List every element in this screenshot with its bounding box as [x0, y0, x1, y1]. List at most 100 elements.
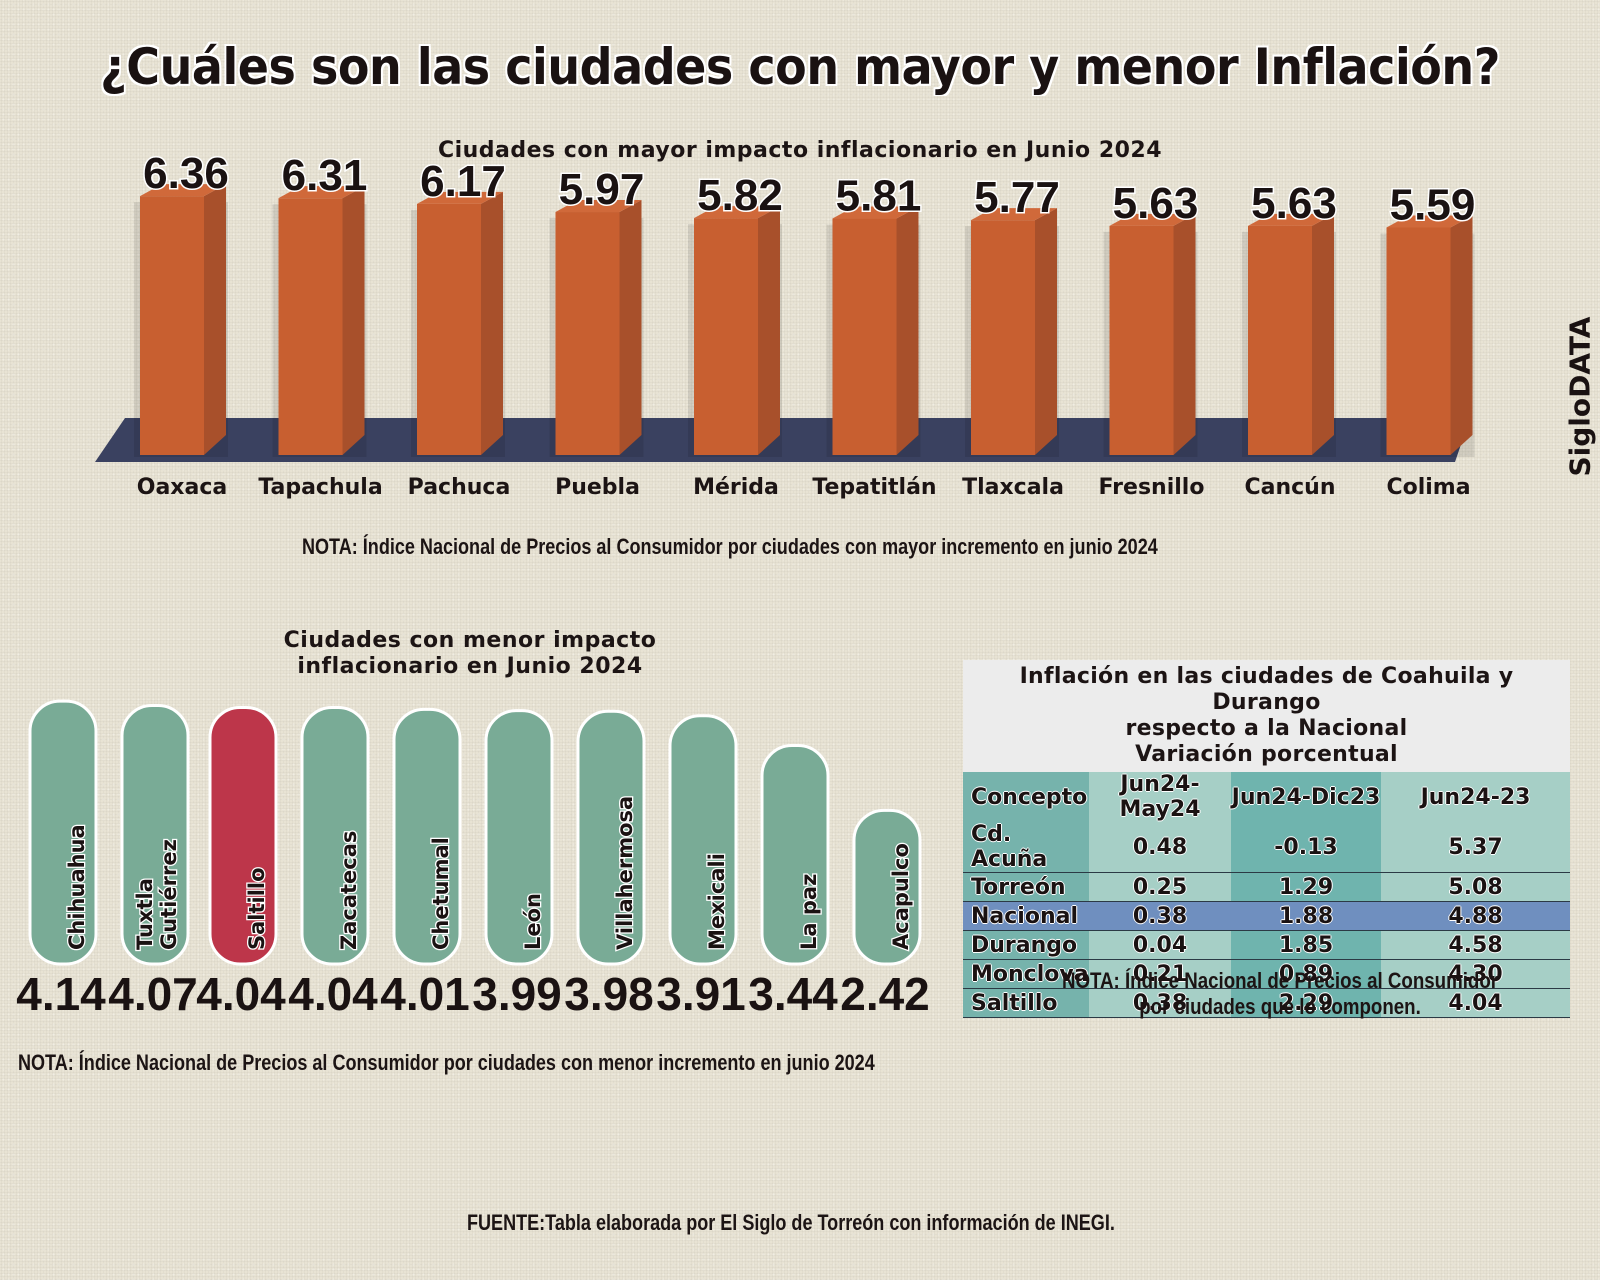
bar-side	[1312, 213, 1334, 455]
bar-top	[555, 200, 642, 213]
table-row-highlight: Nacional 0.38 1.88 4.88	[963, 901, 1570, 931]
pill-bar	[208, 705, 278, 966]
pill-group: Tuxtla Gutiérrez 4.07	[108, 704, 198, 1020]
pill-value-label: 3.98	[564, 968, 654, 1020]
category-label: Cancún	[1244, 475, 1335, 500]
bar-group: 5.82 Mérida	[688, 170, 784, 500]
table-row: Cd. Acuña 0.48 -0.13 5.37	[963, 822, 1570, 873]
pill-bar	[760, 744, 830, 966]
pill-bar	[300, 705, 370, 966]
table-header-row: Concepto Jun24-May24 Jun24-Dic23 Jun24-2…	[963, 772, 1570, 822]
table-cell: 0.21	[1089, 959, 1231, 989]
bar-top	[832, 206, 919, 219]
bar-top	[417, 191, 503, 204]
table-cell: 0.89	[1231, 959, 1381, 989]
bottom-chart-note: NOTA: Índice Nacional de Precios al Cons…	[18, 1050, 875, 1075]
bar	[1248, 225, 1312, 455]
table-note: NOTA: Índice Nacional de Precios al Cons…	[1042, 968, 1518, 1020]
table-cell: 0.38	[1089, 901, 1231, 931]
bar-side	[342, 186, 365, 456]
bar-group: 5.81 Tepatitlán	[812, 170, 936, 500]
category-label: Colima	[1386, 475, 1470, 500]
bar-side	[1173, 213, 1196, 455]
pill-group: Saltillo 4.04	[196, 705, 286, 1020]
bar-side	[619, 200, 642, 455]
bar-group: 5.77 Tlaxcala	[962, 172, 1064, 500]
table-cell: 0.25	[1089, 872, 1231, 902]
table-row: Monclova 0.21 0.89 4.30	[963, 959, 1570, 989]
pill-category-label: Acapulco	[889, 843, 913, 950]
bar-value-label: 5.63	[1251, 179, 1337, 228]
bar	[555, 212, 620, 455]
bar-side	[204, 184, 226, 455]
pill-value-label: 4.04	[288, 968, 378, 1020]
bar-side	[481, 191, 503, 456]
bar-group: 6.31 Tapachula	[258, 150, 382, 500]
category-label: Fresnillo	[1099, 475, 1205, 500]
pill-bar	[668, 714, 738, 966]
category-label: Oaxaca	[137, 475, 227, 500]
bar-side	[896, 206, 919, 455]
category-label: Puebla	[555, 475, 640, 500]
pill-category-label: León	[521, 893, 545, 950]
bar-value-label: 5.77	[974, 173, 1060, 222]
bar-top	[278, 186, 365, 199]
pill-value-label: 4.04	[196, 968, 286, 1020]
pill-bar	[484, 709, 554, 966]
table-cell: 5.08	[1381, 872, 1570, 902]
table-title: Inflación en las ciudades de Coahuila y …	[963, 660, 1570, 772]
inflation-table: Concepto Jun24-May24 Jun24-Dic23 Jun24-2…	[963, 772, 1570, 1018]
bar	[278, 198, 343, 456]
table-cell: 1.85	[1231, 930, 1381, 960]
category-label: Tlaxcala	[962, 475, 1064, 500]
table-cell: 5.37	[1381, 822, 1570, 873]
category-label: Mérida	[693, 475, 779, 500]
bar	[832, 218, 897, 455]
pill-category-label: Chihuahua	[65, 824, 89, 950]
bar-value-label: 5.97	[559, 165, 645, 214]
bar-top	[140, 184, 226, 197]
bar-value-label: 5.82	[697, 171, 783, 220]
row-label: Monclova	[963, 959, 1089, 989]
bar-side	[1450, 215, 1473, 455]
table-cell: 0.04	[1089, 930, 1231, 960]
row-label: Saltillo	[963, 988, 1089, 1018]
pill-bar	[852, 808, 922, 966]
pill-value-label: 3.99	[472, 968, 562, 1020]
pill-group: Zacatecas 4.04	[288, 705, 378, 1020]
table-cell: 4.58	[1381, 930, 1570, 960]
table-title-line-2: respecto a la Nacional	[1125, 716, 1408, 741]
pill-group: Villahermosa 3.98	[564, 709, 654, 1020]
table-row: Torreón 0.25 1.29 5.08	[963, 872, 1570, 902]
category-label: Pachuca	[408, 475, 511, 500]
table-row: Durango 0.04 1.85 4.58	[963, 930, 1570, 960]
bar-top	[971, 208, 1057, 221]
bar	[694, 218, 758, 455]
bar	[1386, 227, 1451, 455]
bar-group: 5.59 Colima	[1380, 179, 1477, 500]
pill-category-label: Villahermosa	[613, 796, 637, 950]
table-cell: 4.30	[1381, 959, 1570, 989]
pill-category-label: Gutiérrez	[157, 839, 181, 950]
pill-value-label: 3.44	[748, 968, 838, 1020]
table-cell: 1.29	[1231, 872, 1381, 902]
column-header: Concepto	[963, 772, 1089, 822]
bar-value-label: 5.63	[1113, 179, 1199, 228]
bar	[1109, 225, 1174, 455]
top-chart-title: Ciudades con mayor impacto inflacionario…	[437, 138, 1163, 163]
table-title-line-1: Inflación en las ciudades de Coahuila y …	[1019, 664, 1514, 715]
row-label: Torreón	[963, 872, 1089, 902]
bar-value-label: 5.59	[1390, 180, 1476, 229]
bar	[417, 203, 481, 455]
pill-category-label: Mexicali	[705, 853, 729, 950]
pill-value-label: 4.01	[380, 968, 470, 1020]
table-title-line-3: Variación porcentual	[1135, 742, 1398, 767]
pill-bar	[28, 699, 98, 966]
table-row: Saltillo 0.38 2.29 4.04	[963, 988, 1570, 1018]
bar-side	[758, 206, 780, 455]
pill-value-label: 2.42	[840, 968, 930, 1020]
bar-group: 5.63 Cancún	[1242, 177, 1338, 500]
column-header: Jun24-May24	[1089, 772, 1231, 822]
category-label: Tepatitlán	[812, 475, 936, 500]
